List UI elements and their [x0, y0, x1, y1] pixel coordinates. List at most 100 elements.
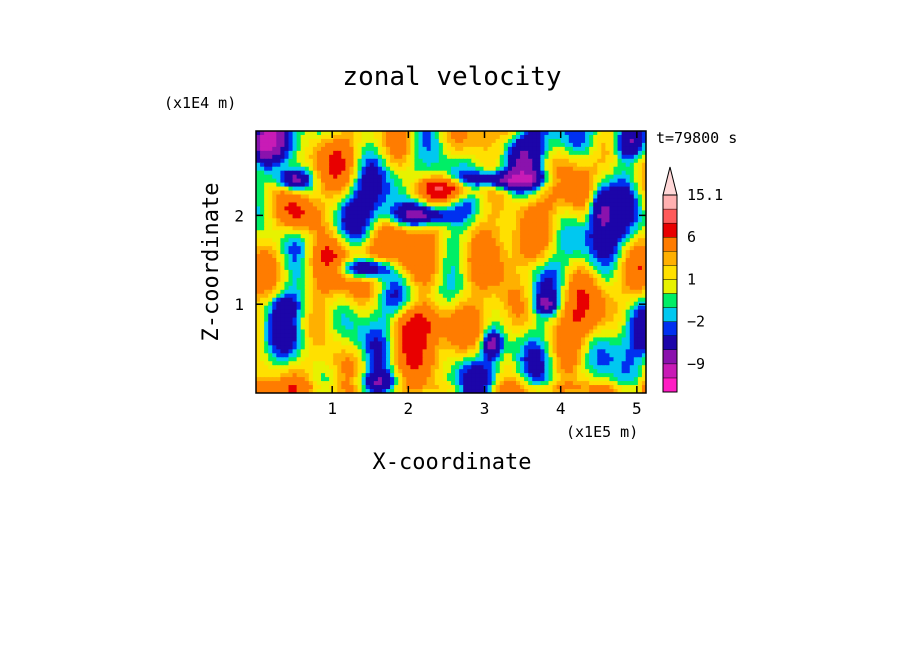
field-cell [325, 162, 330, 168]
field-cell [581, 226, 586, 231]
field-cell [511, 158, 517, 164]
field-cell [520, 154, 525, 160]
field-cell [292, 194, 298, 200]
field-cell [288, 277, 294, 283]
field-cell [349, 170, 355, 176]
field-cell [463, 333, 468, 339]
field-cell [390, 198, 395, 204]
field-cell [617, 238, 623, 243]
field-cell [333, 166, 338, 172]
field-cell [520, 297, 525, 303]
field-cell [536, 134, 541, 140]
field-cell [353, 265, 359, 271]
field-cell [402, 329, 407, 335]
field-cell [532, 186, 537, 192]
field-cell [572, 202, 578, 208]
field-cell [414, 269, 420, 275]
field-cell [329, 297, 334, 303]
field-cell [499, 313, 505, 319]
field-cell [552, 166, 558, 172]
field-cell [272, 269, 277, 275]
field-cell [589, 142, 594, 148]
field-cell [581, 178, 586, 184]
field-cell [641, 313, 646, 319]
field-cell [296, 170, 302, 176]
field-cell [459, 170, 464, 176]
field-cell [442, 186, 448, 192]
field-cell [316, 218, 322, 223]
field-cell [467, 254, 472, 259]
field-cell [264, 210, 269, 215]
field-cell [483, 158, 489, 164]
field-cell [406, 313, 411, 319]
field-cell [418, 222, 424, 227]
field-cell [398, 317, 403, 323]
field-cell [463, 273, 468, 279]
field-cell [516, 273, 521, 279]
field-cell [264, 262, 269, 267]
field-cell [483, 134, 489, 140]
field-cell [308, 194, 314, 200]
field-cell [495, 146, 501, 152]
field-cell [268, 218, 273, 223]
field-cell [487, 297, 493, 303]
field-cell [300, 218, 306, 223]
field-cell [524, 182, 529, 188]
field-cell [260, 206, 265, 211]
field-cell [641, 281, 646, 287]
field-cell [589, 198, 594, 204]
field-cell [390, 254, 395, 259]
field-cell [414, 297, 420, 303]
field-cell [613, 222, 619, 227]
field-cell [532, 285, 537, 291]
field-cell [540, 285, 546, 291]
field-cell [617, 202, 623, 208]
field-cell [641, 269, 646, 275]
field-cell [479, 186, 485, 192]
field-cell [556, 262, 562, 267]
field-cell [641, 178, 646, 184]
field-cell [637, 285, 643, 291]
field-cell [483, 289, 489, 295]
field-cell [341, 313, 346, 319]
field-cell [589, 309, 594, 315]
field-cell [564, 269, 570, 275]
field-cell [556, 313, 562, 319]
field-cell [353, 138, 359, 144]
field-cell [524, 273, 529, 279]
field-cell [475, 142, 481, 148]
field-cell [325, 269, 330, 275]
field-cell [609, 162, 615, 168]
field-cell [621, 285, 627, 291]
field-cell [422, 321, 428, 327]
field-cell [593, 262, 598, 267]
field-cell [410, 206, 416, 211]
field-cell [507, 265, 513, 271]
field-cell [487, 305, 493, 311]
field-cell [414, 210, 420, 215]
field-cell [276, 269, 281, 275]
field-cell [540, 222, 546, 227]
field-cell [540, 333, 546, 339]
field-cell [511, 265, 517, 271]
field-cell [304, 321, 310, 327]
field-cell [345, 238, 351, 243]
field-cell [507, 154, 513, 160]
field-cell [548, 313, 554, 319]
field-cell [491, 134, 497, 140]
field-cell [304, 138, 310, 144]
field-cell [386, 214, 391, 219]
field-cell [524, 218, 529, 223]
field-cell [617, 313, 623, 319]
field-cell [503, 166, 509, 172]
field-cell [434, 301, 440, 307]
field-cell [292, 281, 298, 287]
field-cell [280, 186, 286, 192]
field-cell [288, 190, 294, 196]
field-cell [284, 222, 290, 227]
field-cell [495, 131, 501, 136]
field-cell [536, 273, 541, 279]
field-cell [410, 146, 416, 152]
field-cell [605, 250, 611, 255]
field-cell [475, 265, 481, 271]
